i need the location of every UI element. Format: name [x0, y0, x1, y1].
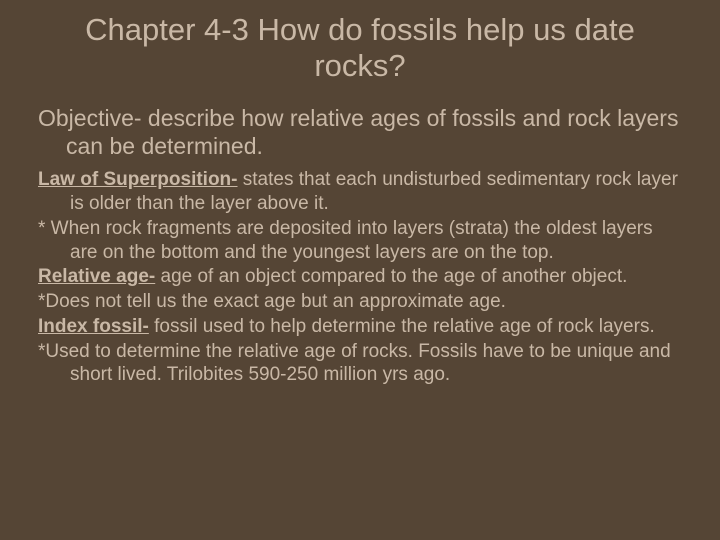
law-term: Law of Superposition- — [38, 169, 238, 190]
relative-note: *Does not tell us the exact age but an a… — [38, 290, 682, 314]
index-definition: fossil used to help determine the relati… — [149, 316, 655, 337]
body-content: Law of Superposition- states that each u… — [38, 168, 682, 387]
relative-age: Relative age- age of an object compared … — [38, 265, 682, 289]
slide-title: Chapter 4-3 How do fossils help us date … — [38, 12, 682, 83]
index-note: *Used to determine the relative age of r… — [38, 340, 682, 388]
law-of-superposition: Law of Superposition- states that each u… — [38, 168, 682, 216]
relative-definition: age of an object compared to the age of … — [155, 266, 627, 287]
objective-text: Objective- describe how relative ages of… — [38, 105, 682, 160]
index-term: Index fossil- — [38, 316, 149, 337]
index-fossil: Index fossil- fossil used to help determ… — [38, 315, 682, 339]
relative-term: Relative age- — [38, 266, 155, 287]
slide-container: Chapter 4-3 How do fossils help us date … — [0, 0, 720, 540]
law-note: * When rock fragments are deposited into… — [38, 217, 682, 265]
